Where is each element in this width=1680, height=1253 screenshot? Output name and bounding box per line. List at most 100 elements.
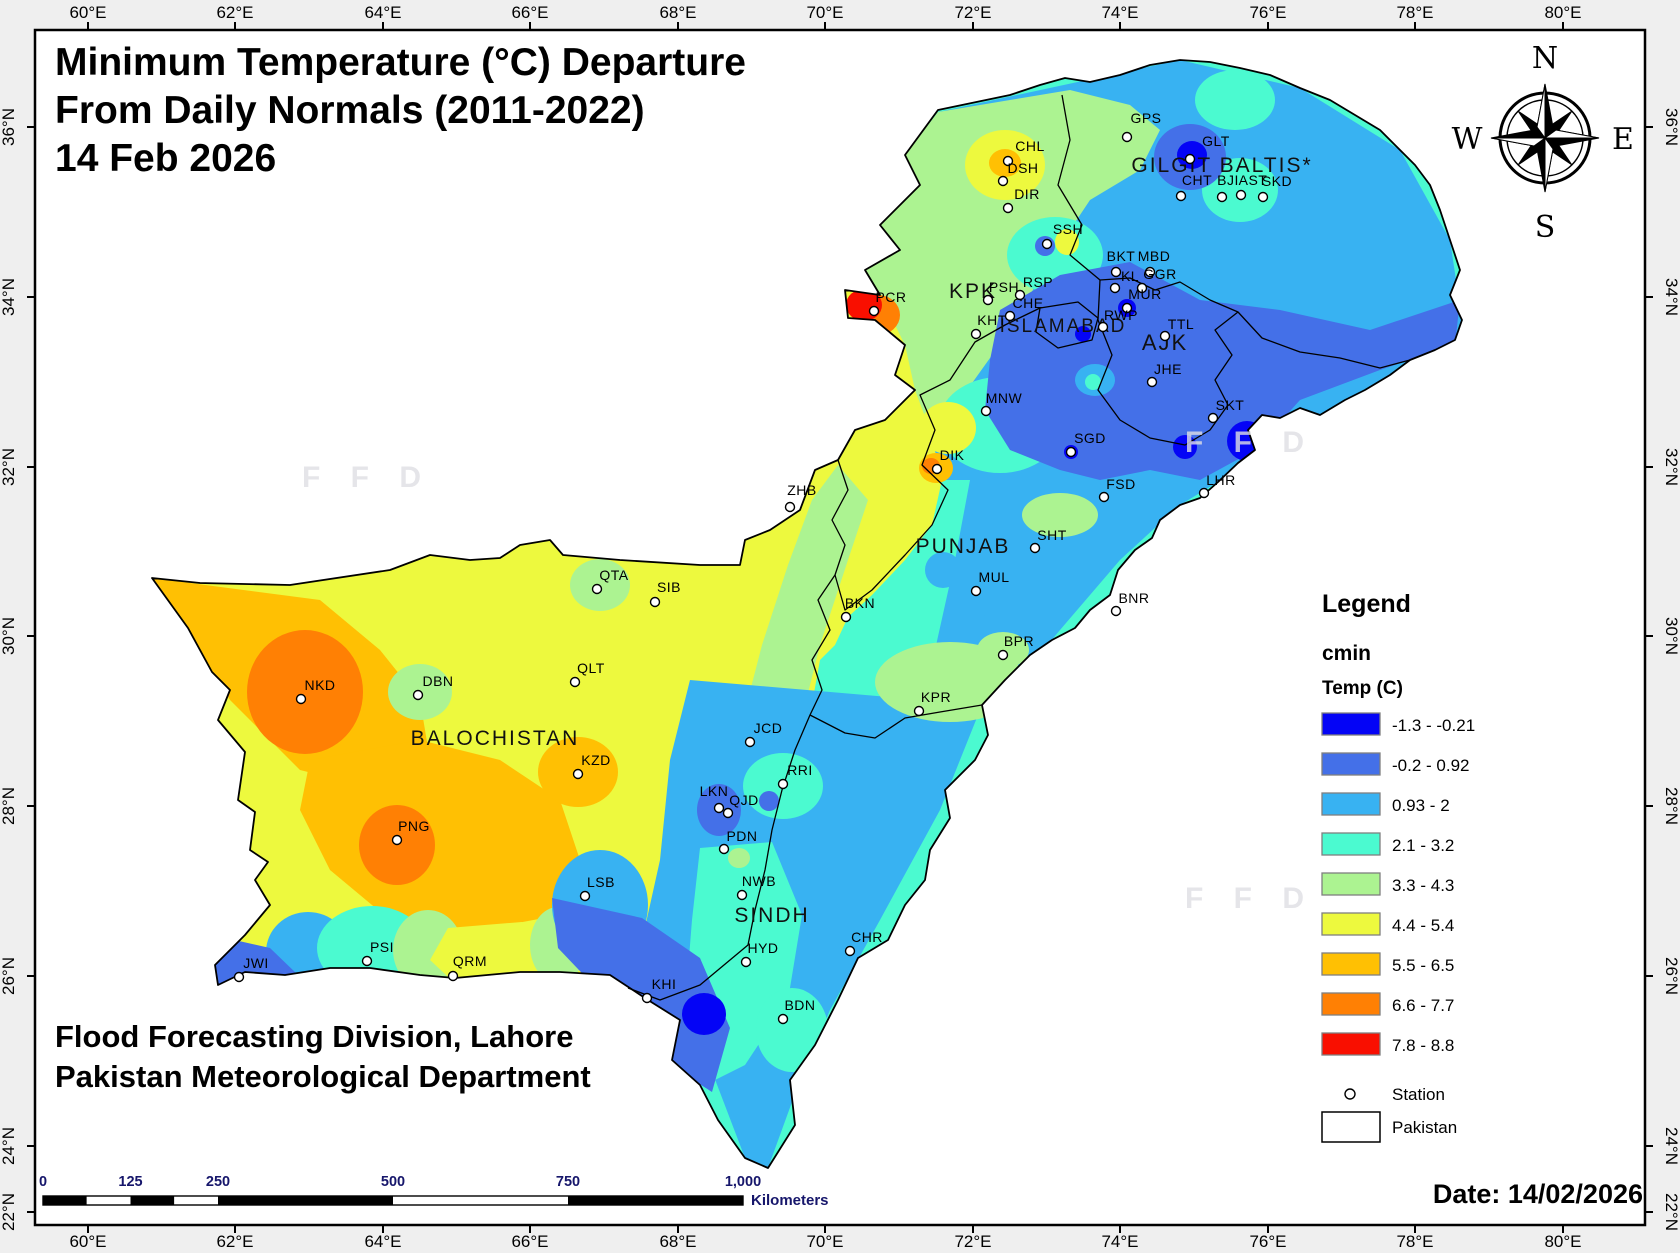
legend-swatch: [1321, 952, 1381, 976]
station-label-pdn: PDN: [726, 828, 757, 844]
station-marker-kzd: [572, 768, 584, 780]
station-marker-chr: [844, 945, 856, 957]
station-marker-glt: [1184, 153, 1196, 165]
station-label-jwi: JWI: [243, 955, 269, 971]
station-label-bkt: BKT: [1107, 248, 1136, 264]
station-label-kzd: KZD: [581, 752, 611, 768]
border-ajk: [1097, 279, 1239, 446]
date-label: Date: 14/02/2026: [1433, 1179, 1643, 1209]
map-title: Minimum Temperature (°C) Departure From …: [55, 41, 746, 180]
station-label-psh: PSH: [989, 279, 1019, 295]
station-label-dir: DIR: [1014, 186, 1040, 202]
station-label-che: CHE: [1012, 295, 1043, 311]
legend-swatch: [1321, 832, 1381, 856]
border-kpk-gb: [1057, 94, 1411, 369]
station-marker-rsp: [1014, 289, 1026, 301]
legend-station-icon: [1344, 1088, 1356, 1100]
scalebar-unit-label: Kilometers: [751, 1192, 829, 1209]
station-marker-skd: [1257, 191, 1269, 203]
title-line-1: Minimum Temperature (°C) Departure: [55, 41, 746, 84]
station-label-sgd: SGD: [1074, 430, 1106, 446]
region-label-punjab: PUNJAB: [916, 535, 1011, 558]
lon-label-top: 72°E: [954, 3, 991, 22]
lon-label-top: 62°E: [216, 3, 253, 22]
station-marker-fsd: [1098, 491, 1110, 503]
scalebar-segment: [568, 1196, 743, 1205]
station-marker-zhb: [784, 501, 796, 513]
station-marker-bpr: [997, 649, 1009, 661]
lon-label-top: 68°E: [659, 3, 696, 22]
station-label-qjd: QJD: [729, 792, 759, 808]
region-label-kpk: KPK: [949, 280, 997, 303]
station-marker-qlt: [569, 676, 581, 688]
legend-swatch: [1321, 752, 1381, 776]
station-label-mnw: MNW: [986, 390, 1023, 406]
scalebar-tick-label: 0: [39, 1174, 47, 1190]
lat-label-right: 22°N: [1662, 1193, 1680, 1231]
station-marker-rri: [777, 778, 789, 790]
lon-label-top: 76°E: [1249, 3, 1286, 22]
station-label-ssh: SSH: [1053, 221, 1083, 237]
border-kpk-punjab: [834, 307, 1041, 611]
station-label-khi: KHI: [652, 976, 677, 992]
border-islamabad: [1035, 301, 1099, 349]
fill-north-royal: [985, 262, 1460, 480]
station-marker-mnw: [980, 405, 992, 417]
compass-diagonal-points: [1517, 110, 1573, 166]
station-marker-sht: [1029, 542, 1041, 554]
legend-class-label: 4.4 - 5.4: [1392, 916, 1454, 935]
org-line-1: Flood Forecasting Division, Lahore: [55, 1019, 573, 1054]
legend-class-label: -0.2 - 0.92: [1392, 756, 1470, 775]
station-label-ttl: TTL: [1168, 316, 1194, 332]
lat-label-left: 32°N: [0, 448, 18, 486]
station-label-lhr: LHR: [1206, 472, 1236, 488]
station-label-qta: QTA: [599, 567, 628, 583]
legend-title: Legend: [1322, 590, 1411, 618]
legend-swatch: [1321, 872, 1381, 896]
lat-label-right: 30°N: [1662, 617, 1680, 655]
station-label-hyd: HYD: [747, 940, 778, 956]
station-label-qlt: QLT: [577, 660, 605, 676]
station-label-kht: KHT: [977, 312, 1007, 328]
legend-swatch: [1321, 992, 1381, 1016]
station-marker-kht: [970, 328, 982, 340]
station-marker-qjd: [722, 807, 734, 819]
lon-label-top: 74°E: [1101, 3, 1138, 22]
lat-label-left: 36°N: [0, 108, 18, 146]
legend-class-label: -1.3 - -0.21: [1392, 716, 1475, 735]
station-label-mul: MUL: [978, 569, 1009, 585]
ffd-watermark: F F D: [1185, 882, 1315, 915]
station-label-cht: CHT: [1182, 172, 1212, 188]
station-label-zhb: ZHB: [787, 482, 817, 498]
graticule-axes: 60°E 60°E 62°E 62°E 64°E 64°E 66°E 66°E 68°E 68°E…: [0, 3, 1680, 1251]
station-label-skt: SKT: [1216, 397, 1245, 413]
station-marker-dbn: [412, 689, 424, 701]
station-marker-bkn: [840, 611, 852, 623]
region-label-gilgit-baltis-: GILGIT BALTIS*: [1131, 154, 1312, 177]
station-marker-lhr: [1198, 487, 1210, 499]
org-line-2: Pakistan Meteorological Department: [55, 1059, 591, 1094]
station-label-lkn: LKN: [700, 783, 729, 799]
station-marker-lkn: [713, 802, 725, 814]
lat-label-right: 36°N: [1662, 108, 1680, 146]
lon-label-bottom: 78°E: [1396, 1232, 1433, 1251]
station-label-fsd: FSD: [1106, 476, 1136, 492]
legend-class-label: 0.93 - 2: [1392, 796, 1450, 815]
region-label-islamabad: ISLAMABAD: [1000, 316, 1127, 337]
legend-swatch: [1321, 912, 1381, 936]
station-label-ast: AST: [1239, 172, 1268, 188]
scalebar-tick-label: 1,000: [725, 1174, 761, 1190]
lon-label-bottom: 64°E: [364, 1232, 401, 1251]
station-label-rri: RRI: [787, 762, 813, 778]
scalebar-outline: [42, 1195, 744, 1206]
station-marker-bkt: [1110, 266, 1122, 278]
lat-label-right: 28°N: [1662, 787, 1680, 825]
station-label-dbn: DBN: [422, 673, 453, 689]
station-label-jhe: JHE: [1154, 361, 1182, 377]
station-label-gps: GPS: [1130, 110, 1161, 126]
lat-label-left: 28°N: [0, 787, 18, 825]
scalebar-segment: [86, 1196, 131, 1205]
station-marker-kpr: [913, 705, 925, 717]
